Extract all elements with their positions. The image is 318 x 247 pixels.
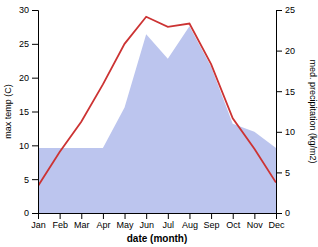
y2-axis: 0 5 10 15 20 25 — [276, 5, 295, 218]
x-tick-label: Nov — [247, 220, 264, 230]
y-tick: 5 — [24, 175, 38, 185]
axis-line — [39, 214, 277, 220]
x-tick-mark — [211, 213, 212, 219]
y-tick-label: 20 — [19, 73, 29, 83]
x-tick: Aug — [182, 213, 198, 230]
y-tick: 15 — [19, 107, 38, 117]
y-tick: 10 — [19, 141, 38, 151]
y-tick: 0 — [24, 208, 38, 218]
x-tick: Jan — [31, 213, 46, 230]
y2-tick: 15 — [276, 87, 295, 97]
y-tick-label: 0 — [24, 208, 29, 218]
x-tick-mark — [233, 213, 234, 219]
y2-tick-mark — [276, 132, 282, 133]
y-tick-mark — [32, 145, 38, 146]
x-tick-mark — [81, 213, 82, 219]
y-tick-label: 5 — [24, 175, 29, 185]
x-tick-label: Jun — [139, 220, 154, 230]
x-tick-mark — [103, 213, 104, 219]
y-tick-mark — [32, 78, 38, 79]
x-tick: Jun — [139, 213, 154, 230]
temp-line — [38, 17, 276, 186]
y2-tick: 5 — [276, 168, 290, 178]
y2-tick: 10 — [276, 127, 295, 137]
x-tick-label: May — [117, 220, 135, 230]
x-tick-label: Jan — [31, 220, 46, 230]
x-tick-mark — [168, 213, 169, 219]
chart: JanFebMarAprMayJunJulAugSepOctNovDec0510… — [0, 0, 318, 247]
y2-tick: 20 — [276, 46, 295, 56]
x-tick-mark — [254, 213, 255, 219]
axis-line — [32, 11, 39, 214]
precip-area — [38, 26, 276, 213]
y-tick-mark — [32, 112, 38, 113]
x-tick-label: Mar — [74, 220, 90, 230]
x-tick-mark — [60, 213, 61, 219]
marks — [38, 17, 276, 213]
x-tick-mark — [125, 213, 126, 219]
x-tick: Oct — [226, 213, 241, 230]
y2-tick-label: 15 — [285, 87, 295, 97]
y2-tick-label: 10 — [285, 127, 295, 137]
y-tick-mark — [32, 44, 38, 45]
y-tick: 30 — [19, 5, 38, 15]
x-tick-label: Feb — [52, 220, 68, 230]
x-tick: Nov — [247, 213, 264, 230]
y-tick-mark — [32, 179, 38, 180]
y-tick: 25 — [19, 39, 38, 49]
x-tick: Apr — [96, 213, 110, 230]
x-tick-label: Aug — [182, 220, 198, 230]
y-tick-label: 10 — [19, 141, 29, 151]
y-tick-label: 25 — [19, 39, 29, 49]
chart-container: JanFebMarAprMayJunJulAugSepOctNovDec0510… — [0, 0, 318, 247]
x-tick: Dec — [268, 213, 285, 230]
x-tick: Feb — [52, 213, 68, 230]
y2-tick-label: 20 — [285, 46, 295, 56]
y2-tick-mark — [276, 91, 282, 92]
x-tick-mark — [189, 213, 190, 219]
y2-tick-mark — [276, 172, 282, 173]
y2-tick: 0 — [276, 208, 290, 218]
x-tick-label: Sep — [204, 220, 220, 230]
y-tick-label: 30 — [19, 5, 29, 15]
x-tick-mark — [146, 213, 147, 219]
y2-tick-mark — [276, 213, 282, 214]
y2-tick-label: 0 — [285, 208, 290, 218]
y-tick-label: 15 — [19, 107, 29, 117]
x-tick-label: Dec — [268, 220, 285, 230]
y-axis: 0 5 10 15 20 25 30 — [19, 5, 39, 218]
x-axis: Jan Feb Mar Apr May Jun Jul Aug Sep Oct Nov Dec — [31, 213, 285, 230]
x-tick-label: Oct — [226, 220, 241, 230]
y-tick-mark — [32, 10, 38, 11]
axis-line — [277, 11, 283, 214]
y2-axis-title: med. precipitation (kg/m2) — [308, 59, 318, 163]
y2-tick-mark — [276, 51, 282, 52]
x-tick: Sep — [204, 213, 220, 230]
y2-tick-label: 25 — [285, 5, 295, 15]
y-axis-title: max temp (C) — [3, 84, 13, 139]
x-tick: Mar — [74, 213, 90, 230]
y-tick: 20 — [19, 73, 38, 83]
y2-tick-mark — [276, 10, 282, 11]
y2-tick-label: 5 — [285, 168, 290, 178]
x-tick: Jul — [163, 213, 175, 230]
x-tick-label: Jul — [163, 220, 175, 230]
x-tick: May — [117, 213, 135, 230]
y2-tick: 25 — [276, 5, 295, 15]
x-axis-title: date (month) — [127, 233, 188, 244]
plot: JanFebMarAprMayJunJulAugSepOctNovDec0510… — [19, 5, 295, 230]
x-tick-label: Apr — [96, 220, 110, 230]
y-tick-mark — [32, 213, 38, 214]
